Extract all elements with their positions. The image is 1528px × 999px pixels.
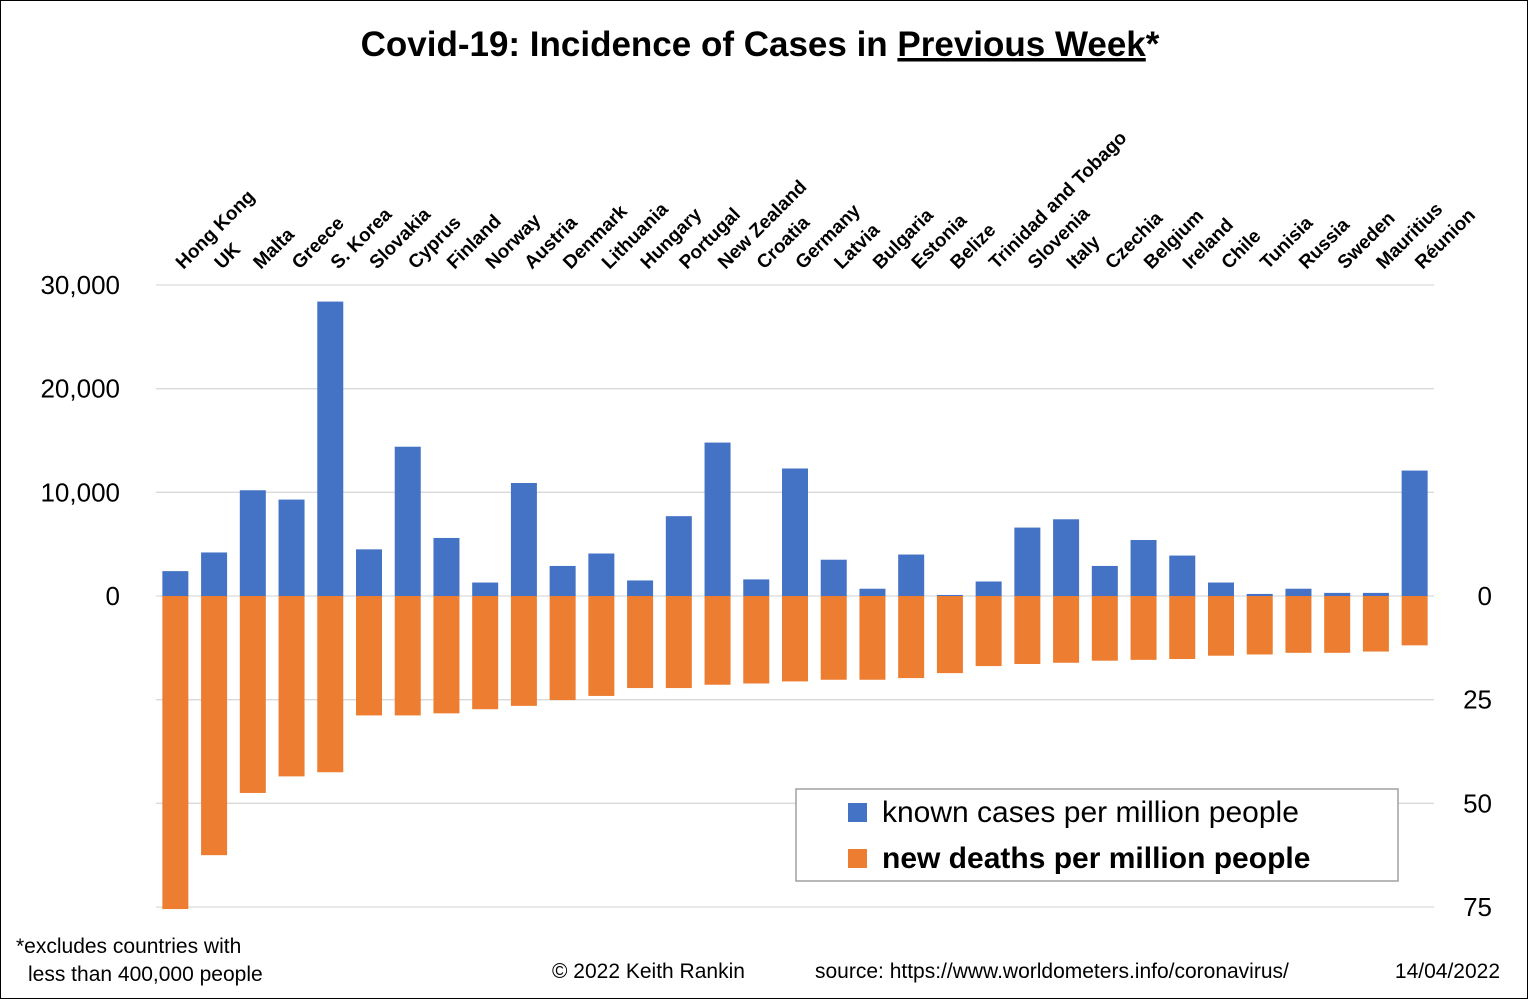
source-text: source: https://www.worldometers.info/co… [815,960,1289,983]
bar-cases-11 [588,553,615,596]
legend-label-deaths: new deaths per million people [882,842,1310,875]
bar-deaths-21 [975,596,1002,667]
bar-cases-6 [394,446,421,596]
bar-deaths-19 [898,596,925,679]
bar-cases-4 [317,301,344,596]
left-tick-label-1: 20,000 [40,374,120,404]
bar-deaths-27 [1208,596,1234,656]
bar-deaths-15 [743,596,770,684]
left-tick-label-3: 0 [106,581,120,611]
chart-title-underlined: Previous Week [897,25,1146,64]
right-tick-label-1: 25 [1463,685,1492,715]
bar-deaths-23 [1053,596,1080,663]
bar-cases-14 [704,442,731,596]
bar-deaths-9 [510,596,537,706]
bar-deaths-18 [859,596,886,680]
bar-deaths-10 [549,596,576,701]
bar-deaths-4 [317,596,344,773]
bar-cases-19 [898,554,925,596]
bar-cases-30 [1324,592,1351,596]
bar-cases-21 [975,581,1002,596]
bar-cases-29 [1285,588,1312,596]
bar-deaths-2 [239,596,266,793]
bar-cases-17 [820,559,847,596]
bar-deaths-12 [627,596,654,689]
bar-cases-24 [1091,565,1118,596]
left-tick-label-2: 10,000 [40,477,120,507]
credit-text: © 2022 Keith Rankin [552,960,745,983]
bar-deaths-28 [1246,596,1273,655]
bar-cases-13 [665,516,692,596]
bar-cases-12 [627,580,654,596]
bar-cases-18 [859,588,886,596]
category-label-2: Malta [250,224,299,273]
bar-deaths-22 [1014,596,1041,665]
bar-cases-0 [162,571,189,596]
bar-cases-32 [1401,470,1428,596]
bar-deaths-1 [201,596,228,856]
bar-cases-25 [1130,540,1157,596]
bar-deaths-17 [820,596,847,680]
bar-cases-23 [1053,519,1080,596]
bar-deaths-6 [394,596,421,716]
bar-deaths-13 [665,596,692,689]
bar-deaths-24 [1091,596,1118,661]
bar-deaths-32 [1401,596,1428,646]
bar-deaths-7 [433,596,460,714]
bar-cases-16 [782,468,808,596]
bar-deaths-16 [782,596,808,682]
footnote-line-1: *excludes countries with [16,935,241,958]
bar-deaths-20 [936,596,963,674]
bar-cases-7 [433,537,460,596]
bar-cases-5 [356,549,382,596]
footnote-line-2: less than 400,000 people [28,963,263,986]
bar-deaths-29 [1285,596,1312,653]
legend-box [795,788,1399,882]
legend-swatch-cases [848,803,867,822]
bar-cases-10 [549,565,576,596]
bar-cases-9 [510,483,537,596]
bar-cases-20 [936,594,963,596]
bar-deaths-31 [1362,596,1389,652]
left-tick-label-0: 30,000 [40,270,120,300]
bar-deaths-26 [1169,596,1196,660]
date-text: 14/04/2022 [1395,960,1500,983]
bar-cases-2 [239,490,266,596]
bar-cases-8 [472,582,499,596]
bar-deaths-14 [704,596,731,685]
chart-title: Covid-19: Incidence of Cases in Previous… [361,25,1160,64]
bar-deaths-5 [356,596,382,716]
bar-deaths-3 [278,596,305,777]
bar-deaths-0 [162,596,189,910]
bars [162,301,1428,910]
bar-cases-27 [1208,582,1234,596]
right-tick-label-0: 0 [1478,581,1492,611]
right-tick-label-2: 50 [1463,788,1492,818]
bar-cases-3 [278,499,305,596]
legend: known cases per million people new death… [795,788,1399,882]
bar-cases-31 [1362,592,1389,596]
right-axis-ticks: 0 25 50 75 [1463,581,1492,922]
bar-cases-28 [1246,593,1273,596]
legend-swatch-deaths [848,849,867,868]
bar-cases-1 [201,552,228,596]
chart-title-prefix: Covid-19: Incidence of Cases in [361,25,898,64]
bar-deaths-11 [588,596,615,696]
bar-deaths-25 [1130,596,1157,660]
bar-deaths-30 [1324,596,1351,653]
bar-cases-26 [1169,555,1196,596]
bar-cases-15 [743,579,770,596]
right-tick-label-3: 75 [1463,892,1492,922]
left-axis-ticks: 30,000 20,000 10,000 0 [40,270,120,611]
bar-deaths-8 [472,596,499,710]
bar-cases-22 [1014,527,1041,596]
legend-label-cases: known cases per million people [882,796,1299,829]
chart-title-suffix: * [1146,25,1160,64]
